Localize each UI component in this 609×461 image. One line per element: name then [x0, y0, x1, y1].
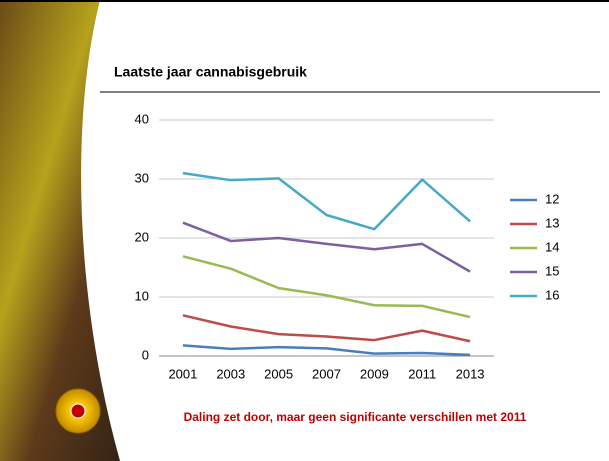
y-tick-label: 0 — [142, 347, 149, 362]
annotation: Daling zet door, maar geen significante … — [184, 410, 527, 424]
legend-label: 15 — [545, 263, 559, 278]
y-tick-label: 10 — [135, 288, 149, 303]
series-line — [182, 171, 471, 231]
x-tick-label: 2013 — [456, 366, 485, 381]
series-line — [182, 221, 471, 273]
x-tick-label: 2007 — [312, 366, 341, 381]
series-line — [182, 314, 471, 343]
series-line — [182, 255, 471, 319]
x-tick-label: 2005 — [264, 366, 293, 381]
x-tick-label: 2003 — [216, 366, 245, 381]
x-tick-label: 2009 — [360, 366, 389, 381]
series-line — [182, 344, 471, 357]
x-tick-label: 2001 — [168, 366, 197, 381]
chart-title: Laatste jaar cannabisgebruik — [114, 64, 307, 80]
y-tick-label: 30 — [135, 170, 149, 185]
y-tick-label: 40 — [135, 111, 149, 126]
legend-label: 13 — [545, 215, 559, 230]
legend-label: 12 — [545, 191, 559, 206]
y-tick-label: 20 — [135, 229, 149, 244]
logo-center — [70, 403, 86, 419]
legend-label: 14 — [545, 239, 559, 254]
legend-label: 16 — [545, 287, 559, 302]
slide-panel — [81, 0, 609, 461]
x-tick-label: 2011 — [408, 366, 436, 381]
